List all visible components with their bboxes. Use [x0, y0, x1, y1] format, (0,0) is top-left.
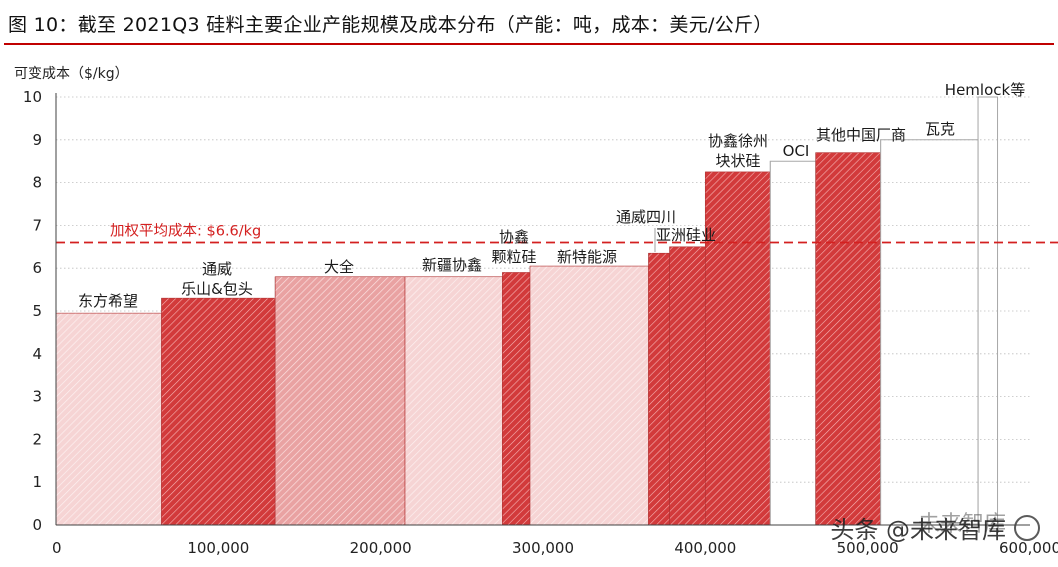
bar-label-1: 通威乐山&包头: [181, 260, 253, 298]
bar-3: [404, 276, 503, 526]
watermark: 头条 @未来智库: [830, 510, 1040, 545]
bars-layer: [55, 96, 999, 526]
bar-5: [529, 265, 649, 526]
axis-layer: 可变成本（$/kg） 0 1 2 3 4 5 6 7 8 9 10 0 100,000 200,000 300…: [14, 66, 1058, 557]
bar-label-10: 其他中国厂商: [816, 126, 906, 144]
y-tick-label: 2: [32, 430, 42, 448]
bar-outline-9: [769, 160, 817, 525]
x-tick-label: 500,000: [837, 539, 899, 557]
y-tick-label: 7: [32, 216, 42, 234]
bar-label-4: 协鑫颗粒硅: [491, 228, 536, 266]
title-rule: [4, 43, 1054, 45]
average-cost-label: 加权平均成本: $6.6/kg: [110, 223, 261, 240]
x-tick-label: 400,000: [674, 539, 736, 557]
bar-1: [161, 297, 276, 526]
y-tick-label: 0: [32, 516, 42, 534]
watermark-icon: [1014, 515, 1040, 541]
figure-title: 图 10：截至 2021Q3 硅料主要企业产能规模及成本分布（产能：吨，成本：美…: [8, 14, 773, 36]
bar-outline-11: [880, 139, 979, 525]
x-tick-label: 0: [52, 539, 62, 557]
watermark-top: 未来智库: [918, 512, 1007, 537]
bar-4: [502, 272, 531, 526]
y-tick-label: 8: [32, 174, 42, 192]
bar-6: [648, 252, 670, 526]
bar-10: [815, 152, 881, 526]
bar-label-5: 新特能源: [557, 248, 617, 266]
x-tick-label: 600,000: [999, 539, 1058, 557]
x-tick-label: 200,000: [350, 539, 412, 557]
bar-2: [274, 276, 406, 526]
bar-0: [55, 312, 162, 526]
y-tick-label: 4: [32, 345, 42, 363]
x-tick-label: 100,000: [187, 539, 249, 557]
y-axis-label: 可变成本（$/kg）: [14, 66, 129, 82]
bar-label-6: 通威四川: [616, 208, 676, 226]
watermark-text: 头条 @未来智库: [830, 516, 1006, 544]
bar-8: [705, 171, 771, 526]
bar-outline-12: [977, 96, 999, 525]
y-tick-label: 3: [32, 388, 42, 406]
bar-7: [669, 246, 706, 526]
bar-label-9: OCI: [783, 142, 810, 160]
bar-label-2: 大全: [324, 258, 354, 276]
x-tick-label: 300,000: [512, 539, 574, 557]
bar-label-3: 新疆协鑫: [422, 256, 482, 274]
y-tick-label: 6: [32, 259, 42, 277]
bar-label-0: 东方希望: [78, 292, 138, 310]
y-tick-label: 9: [32, 131, 42, 149]
bar-label-layer: 东方希望 通威乐山&包头 大全 新疆协鑫协鑫颗粒硅新特能源 通威四川亚洲硅业 协鑫徐州块状…: [78, 81, 1025, 310]
bar-label-7: 亚洲硅业: [656, 226, 716, 244]
bar-label-11: 瓦克: [925, 120, 955, 138]
average-line-layer: 加权平均成本: $6.6/kg: [56, 223, 1058, 244]
bar-label-12: Hemlock等: [945, 81, 1025, 99]
bar-label-8: 协鑫徐州块状硅: [708, 132, 768, 170]
y-tick-label: 10: [23, 88, 42, 106]
y-tick-label: 5: [32, 302, 42, 320]
y-tick-label: 1: [32, 473, 42, 491]
